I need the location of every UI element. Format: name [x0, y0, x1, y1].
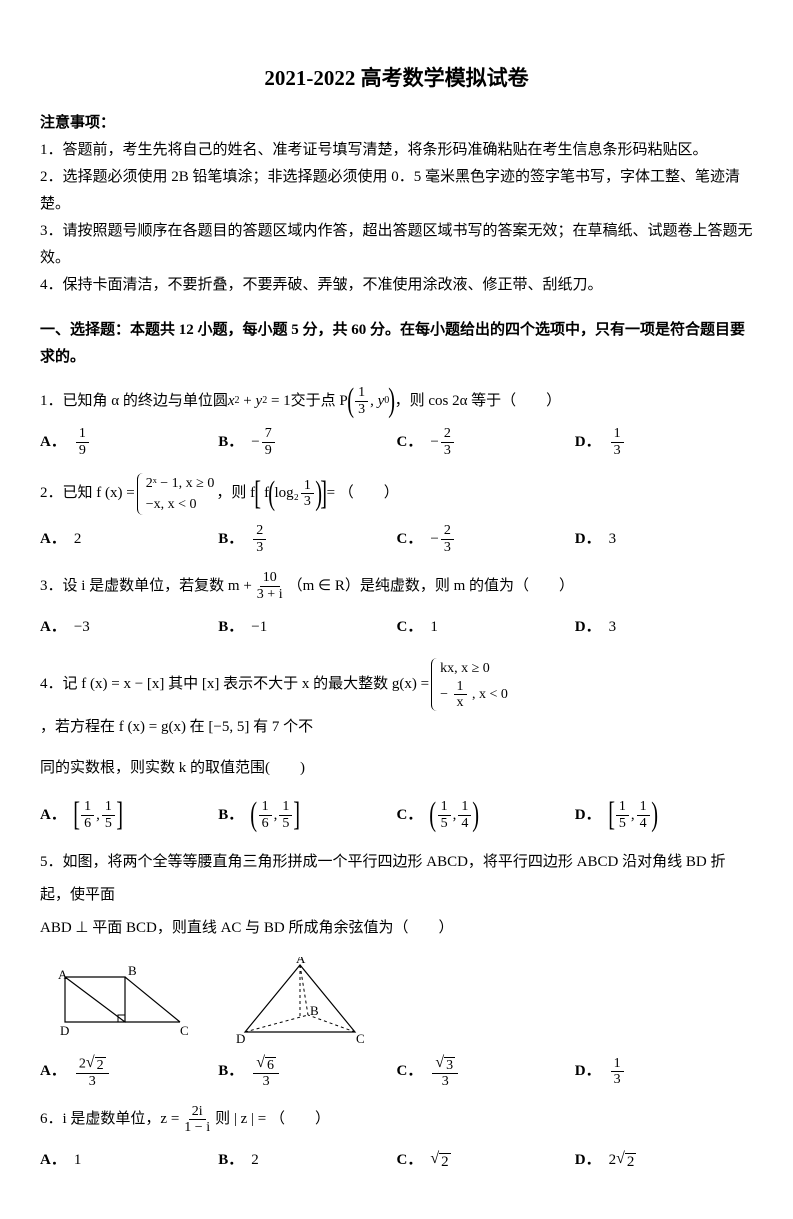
q5-figure-2-icon: A B C D	[230, 957, 370, 1047]
svg-text:C: C	[180, 1023, 189, 1037]
q3-options: A．−3 B．−1 C．1 D．3	[40, 611, 753, 644]
q6-pre: 6．i 是虚数单位，z =	[40, 1103, 179, 1136]
svg-text:C: C	[356, 1031, 365, 1046]
page-title: 2021-2022 高考数学模拟试卷	[40, 60, 753, 98]
q5-line2: ABD ⊥ 平面 BCD，则直线 AC 与 BD 所成角余弦值为（ ）	[40, 912, 753, 945]
svg-text:B: B	[128, 963, 137, 978]
notice-2: 2．选择题必须使用 2B 铅笔填涂；非选择题必须使用 0．5 毫米黑色字迹的签字…	[40, 164, 753, 218]
q1-text-mid2: ，则 cos 2α 等于（ ）	[395, 385, 562, 418]
q4-options: A． [ 16, 15 ] B． ( 16, 15 ] C． ( 15, 14 …	[40, 799, 753, 832]
notice-4: 4．保持卡面清洁，不要折叠，不要弄破、弄皱，不准使用涂改液、修正带、刮纸刀。	[40, 272, 753, 299]
question-2: 2．已知 f (x) = 2ˣ − 1, x ≥ 0 −x, x < 0 ，则 …	[40, 473, 753, 556]
notice-heading: 注意事项：	[40, 110, 753, 137]
section-1-heading: 一、选择题：本题共 12 小题，每小题 5 分，共 60 分。在每小题给出的四个…	[40, 317, 753, 371]
question-1: 1．已知角 α 的终边与单位圆 x2 + y2 = 1 交于点 P ( 1 3 …	[40, 385, 753, 459]
exam-page: 2021-2022 高考数学模拟试卷 注意事项： 1．答题前，考生先将自己的姓名…	[0, 0, 793, 1219]
q4-piecewise: kx, x ≥ 0 − 1x , x < 0	[431, 658, 508, 711]
svg-text:A: A	[296, 957, 306, 966]
notice-3: 3．请按照题号顺序在各题目的答题区域内作答，超出答题区域书写的答案无效；在草稿纸…	[40, 218, 753, 272]
question-3: 3．设 i 是虚数单位，若复数 m + 103 + i （m ∈ R）是纯虚数，…	[40, 570, 753, 644]
q2-tail: = （ ）	[327, 477, 399, 510]
q4-line2: 同的实数根，则实数 k 的取值范围( )	[40, 752, 753, 785]
question-6: 6．i 是虚数单位，z = 2i1 − i 则 | z | = （ ） A．1 …	[40, 1103, 753, 1177]
q5-figure-1-icon: A B C D	[50, 957, 190, 1037]
svg-text:B: B	[310, 1003, 319, 1018]
q2-options: A．2 B． 23 C． − 23 D．3	[40, 523, 753, 556]
q1-text-mid1: 交于点 P	[291, 385, 348, 418]
svg-text:D: D	[236, 1031, 245, 1046]
q2-mid: ，则 f	[216, 477, 255, 510]
svg-text:D: D	[60, 1023, 69, 1037]
q5-figures: A B C D A B C D	[50, 957, 753, 1047]
q4-mid: ，若方程在 f (x) = g(x) 在 [−5, 5] 有 7 个不	[40, 711, 313, 744]
q4-pre: 4．记 f (x) = x − [x] 其中 [x] 表示不大于 x 的最大整数…	[40, 668, 429, 701]
q6-mid: 则 | z | = （ ）	[215, 1103, 330, 1136]
question-4: 4．记 f (x) = x − [x] 其中 [x] 表示不大于 x 的最大整数…	[40, 658, 753, 832]
q1-options: A． 19 B． − 79 C． − 23 D． 13	[40, 426, 753, 459]
q1-text-pre: 1．已知角 α 的终边与单位圆	[40, 385, 228, 418]
q5-options: A． 2√2 3 B． √6 3 C． √3 3 D．	[40, 1055, 753, 1090]
q3-pre: 3．设 i 是虚数单位，若复数 m +	[40, 570, 252, 603]
q6-options: A．1 B．2 C． √2 D． 2√2	[40, 1144, 753, 1177]
q3-mid: （m ∈ R）是纯虚数，则 m 的值为（ ）	[288, 570, 574, 603]
svg-text:A: A	[58, 967, 68, 982]
q5-line1: 5．如图，将两个全等等腰直角三角形拼成一个平行四边形 ABCD，将平行四边形 A…	[40, 846, 753, 912]
notice-1: 1．答题前，考生先将自己的姓名、准考证号填写清楚，将条形码准确粘贴在考生信息条形…	[40, 137, 753, 164]
q2-piecewise: 2ˣ − 1, x ≥ 0 −x, x < 0	[137, 473, 215, 515]
q1-point-x-frac: 1 3	[355, 385, 368, 417]
q2-pre: 2．已知 f (x) =	[40, 477, 135, 510]
question-5: 5．如图，将两个全等等腰直角三角形拼成一个平行四边形 ABCD，将平行四边形 A…	[40, 846, 753, 1090]
